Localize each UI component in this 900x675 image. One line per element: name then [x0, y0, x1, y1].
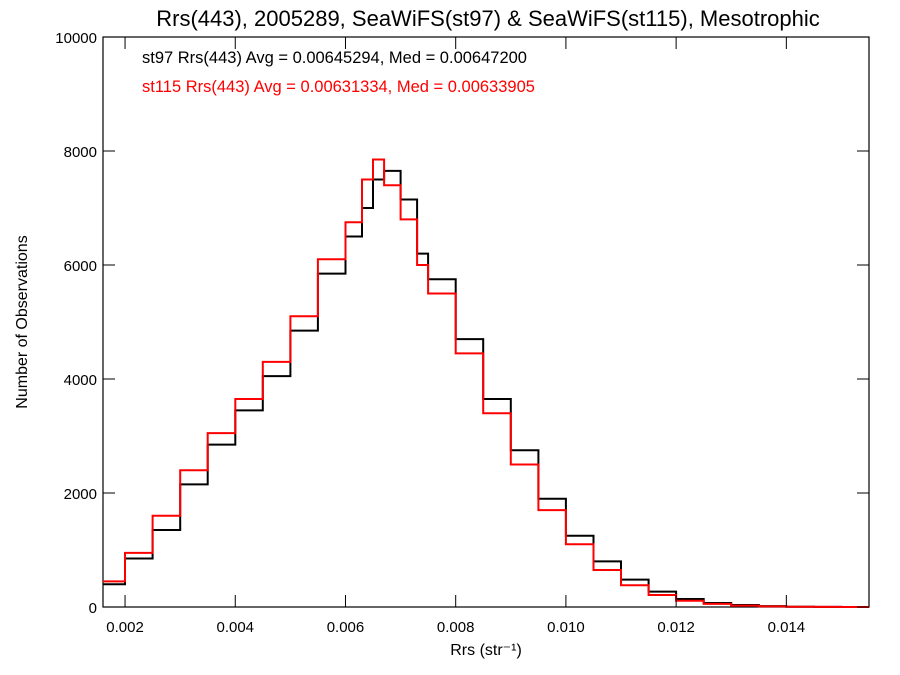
y-tick-label: 8000 — [64, 144, 97, 161]
x-tick-label: 0.010 — [547, 619, 585, 636]
y-tick-label: 0 — [89, 600, 97, 617]
y-tick-label: 6000 — [64, 258, 97, 275]
x-tick-label: 0.008 — [437, 619, 475, 636]
x-axis-ticks: 0.002 0.004 0.006 0.008 0.010 0.012 0.014 — [106, 37, 805, 636]
x-tick-label: 0.012 — [657, 619, 695, 636]
y-axis-label: Number of Observations — [14, 235, 31, 408]
series-1-line — [103, 158, 869, 608]
x-tick-label: 0.004 — [216, 619, 254, 636]
y-tick-label: 10000 — [55, 30, 97, 47]
series-0-line — [103, 169, 869, 608]
x-axis-label: Rrs (str⁻¹) — [450, 642, 522, 659]
annotation-st115: st115 Rrs(443) Avg = 0.00631334, Med = 0… — [142, 78, 535, 96]
y-tick-label: 2000 — [64, 486, 97, 503]
x-tick-label: 0.014 — [768, 619, 806, 636]
y-tick-label: 4000 — [64, 372, 97, 389]
x-tick-label: 0.002 — [106, 619, 144, 636]
y-axis-ticks: 0 2000 4000 6000 8000 10000 — [55, 30, 869, 617]
series-group — [103, 158, 869, 608]
x-tick-label: 0.006 — [327, 619, 365, 636]
annotation-st97: st97 Rrs(443) Avg = 0.00645294, Med = 0.… — [142, 49, 527, 67]
chart-title: Rrs(443), 2005289, SeaWiFS(st97) & SeaWi… — [156, 6, 820, 31]
plot-frame — [102, 36, 870, 608]
